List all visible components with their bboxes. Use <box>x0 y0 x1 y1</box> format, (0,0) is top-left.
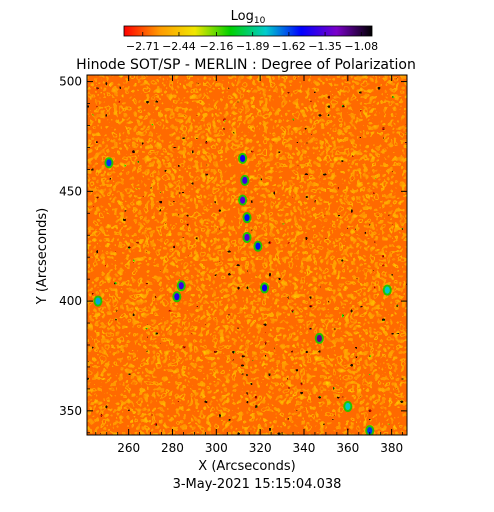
y-tick-label: 350 <box>59 404 82 418</box>
x-tick-label: 320 <box>249 441 272 455</box>
polarization-feature <box>367 427 373 435</box>
y-tick-label: 400 <box>59 294 82 308</box>
heatmap-image <box>87 75 407 435</box>
polarization-feature <box>316 334 322 343</box>
colorbar-tick-label: −1.62 <box>272 40 306 53</box>
colorbar-tick-label: −1.35 <box>308 40 342 53</box>
y-axis: 350 400 450 500 <box>59 75 407 434</box>
y-tick-label: 450 <box>59 184 82 198</box>
colorbar-tick-label: −2.71 <box>126 40 160 53</box>
x-tick-label: 280 <box>161 441 184 455</box>
heatmap-features <box>93 152 392 435</box>
colorbar-tick-label: −2.44 <box>162 40 196 53</box>
polarization-feature <box>345 402 351 411</box>
colorbar-tick-label: −2.16 <box>200 40 234 53</box>
chart-title: Hinode SOT/SP - MERLIN : Degree of Polar… <box>76 57 416 73</box>
x-axis-label: X (Arcseconds) <box>198 459 295 474</box>
x-tick-label: 300 <box>205 441 228 455</box>
x-axis: 260 280 300 320 340 360 380 <box>95 75 403 455</box>
polarization-feature <box>106 159 112 167</box>
colorbar-tick-label: −1.89 <box>236 40 270 53</box>
polarization-feature <box>261 284 268 292</box>
polarization-feature <box>174 293 180 301</box>
polarization-feature <box>240 196 246 204</box>
y-tick-label: 500 <box>59 75 82 89</box>
polarization-feature <box>95 297 101 305</box>
polarization-feature <box>178 282 184 290</box>
x-tick-label: 340 <box>293 441 316 455</box>
x-tick-label: 260 <box>117 441 140 455</box>
polarization-feature <box>242 176 248 184</box>
colorbar <box>123 25 373 37</box>
colorbar-tick-label: −1.08 <box>344 40 378 53</box>
observation-date: 3-May-2021 15:15:04.038 <box>173 477 342 492</box>
polarization-feature <box>244 233 250 242</box>
polarization-feature <box>244 214 250 222</box>
colorbar-label: Log10 <box>231 9 266 26</box>
x-tick-label: 360 <box>336 441 359 455</box>
plot-frame <box>86 74 408 436</box>
polarization-feature <box>255 242 261 250</box>
polarization-feature <box>384 286 390 294</box>
x-tick-label: 380 <box>380 441 403 455</box>
polarization-feature <box>240 154 246 163</box>
colorbar-ticks: −2.71 −2.44 −2.16 −1.89 −1.62 −1.35 −1.08 <box>126 32 378 53</box>
y-axis-label: Y (Arcseconds) <box>35 208 50 305</box>
